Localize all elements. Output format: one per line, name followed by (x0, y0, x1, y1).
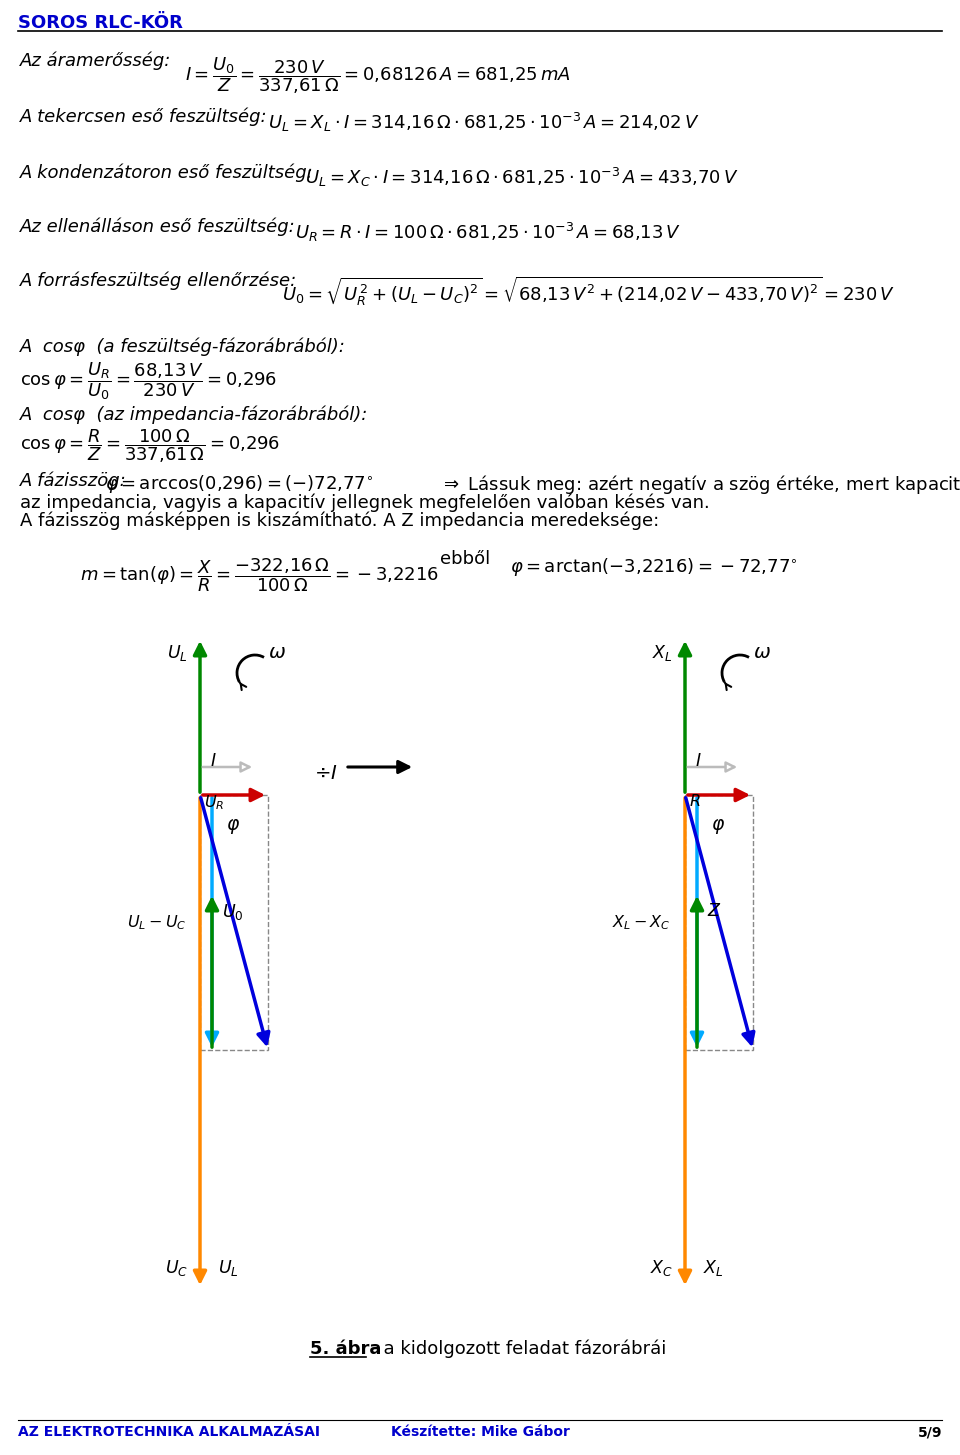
Text: $X_L$: $X_L$ (703, 1259, 724, 1277)
Text: $X_L-X_C$: $X_L-X_C$ (612, 914, 671, 931)
Text: A fázisszög másképpen is kiszámítható. A Z impedancia meredeksége:: A fázisszög másképpen is kiszámítható. A… (20, 512, 660, 531)
Text: $I=\dfrac{U_0}{Z}=\dfrac{230\,V}{337{,}61\,\Omega}=0{,}68126\,A=681{,}25\,mA$: $I=\dfrac{U_0}{Z}=\dfrac{230\,V}{337{,}6… (185, 55, 571, 96)
Text: $\cos\varphi=\dfrac{R}{Z}=\dfrac{100\,\Omega}{337{,}61\,\Omega}=0{,}296$: $\cos\varphi=\dfrac{R}{Z}=\dfrac{100\,\O… (20, 426, 280, 464)
Bar (685, 794, 753, 1051)
Text: $\varphi=\arctan(-3{,}2216)=-72{,}77^{\circ}$: $\varphi=\arctan(-3{,}2216)=-72{,}77^{\c… (510, 556, 798, 578)
Text: Az áramerősség:: Az áramerősség: (20, 52, 178, 70)
Text: $m=\tan(\varphi)=\dfrac{X}{R}=\dfrac{-322{,}16\,\Omega}{100\,\Omega}=-3{,}2216$: $m=\tan(\varphi)=\dfrac{X}{R}=\dfrac{-32… (80, 556, 439, 594)
Text: A  cosφ  (az impedancia-fázorábrából):: A cosφ (az impedancia-fázorábrából): (20, 404, 374, 423)
Text: a kidolgozott feladat fázorábrái: a kidolgozott feladat fázorábrái (372, 1340, 666, 1359)
Text: AZ ELEKTROTECHNIKA ALKALMAZÁSAI: AZ ELEKTROTECHNIKA ALKALMAZÁSAI (18, 1424, 320, 1439)
Text: $U_L=X_L \cdot I=314{,}16\,\Omega\cdot681{,}25\cdot10^{-3}\,A=214{,}02\,V$: $U_L=X_L \cdot I=314{,}16\,\Omega\cdot68… (268, 111, 700, 134)
Text: $I$: $I$ (210, 752, 217, 770)
Text: SOROS RLC-KÖR: SOROS RLC-KÖR (18, 15, 182, 32)
Text: $\omega$: $\omega$ (753, 643, 771, 662)
Text: $U_L$: $U_L$ (218, 1259, 239, 1277)
Text: A fázisszög:: A fázisszög: (20, 471, 132, 490)
Text: 5. ábra: 5. ábra (310, 1340, 381, 1358)
Text: az impedancia, vagyis a kapacitív jellegnek megfelelően valóban késés van.: az impedancia, vagyis a kapacitív jelleg… (20, 495, 709, 512)
Text: A kondenzátoron eső feszültség:: A kondenzátoron eső feszültség: (20, 163, 320, 182)
Text: A forrásfeszültség ellenőrzése:: A forrásfeszültség ellenőrzése: (20, 272, 315, 291)
Text: $\varphi=\arccos(0{,}296)=(-)72{,}77^{\circ}$: $\varphi=\arccos(0{,}296)=(-)72{,}77^{\c… (105, 473, 373, 495)
Text: $U_0=\sqrt{U_R^{\,2}+(U_L-U_C)^2}=\sqrt{68{,}13\,V^2+(214{,}02\,V-433{,}70\,V)^2: $U_0=\sqrt{U_R^{\,2}+(U_L-U_C)^2}=\sqrt{… (282, 275, 895, 308)
Text: $U_R=R\cdot I=100\,\Omega\cdot681{,}25\cdot10^{-3}\,A=68{,}13\,V$: $U_R=R\cdot I=100\,\Omega\cdot681{,}25\c… (295, 221, 681, 244)
Text: $U_L$: $U_L$ (167, 643, 188, 663)
Text: $\Rightarrow$ Lássuk meg: azért negatív a szög értéke, mert kapacitív: $\Rightarrow$ Lássuk meg: azért negatív … (440, 473, 960, 496)
Text: $U_C$: $U_C$ (165, 1259, 188, 1277)
Text: Az ellenálláson eső feszültség:: Az ellenálláson eső feszültség: (20, 218, 301, 237)
Text: $U_0$: $U_0$ (222, 902, 244, 922)
Text: $U_L=X_C \cdot I=314{,}16\,\Omega\cdot681{,}25\cdot10^{-3}\,A=433{,}70\,V$: $U_L=X_C \cdot I=314{,}16\,\Omega\cdot68… (305, 166, 738, 189)
Text: $Z$: $Z$ (707, 902, 722, 920)
Text: A  cosφ  (a feszültség-fázorábrából):: A cosφ (a feszültség-fázorábrából): (20, 338, 351, 356)
Text: A tekercsen eső feszültség:: A tekercsen eső feszültség: (20, 108, 274, 127)
Text: $U_R$: $U_R$ (204, 793, 225, 812)
Text: $X_C$: $X_C$ (650, 1259, 673, 1277)
Text: ebből: ebből (440, 550, 491, 567)
Text: Készítette: Mike Gábor: Készítette: Mike Gábor (391, 1424, 569, 1439)
Text: 5/9: 5/9 (918, 1424, 942, 1439)
Text: $I$: $I$ (695, 752, 702, 770)
Text: $\cos\varphi=\dfrac{U_R}{U_0}=\dfrac{68{,}13\,V}{230\,V}=0{,}296$: $\cos\varphi=\dfrac{U_R}{U_0}=\dfrac{68{… (20, 359, 277, 402)
Text: $\varphi$: $\varphi$ (711, 818, 725, 837)
Text: $U_L-U_C$: $U_L-U_C$ (127, 914, 186, 931)
Text: $X_L$: $X_L$ (652, 643, 673, 663)
Text: $\div I$: $\div I$ (315, 764, 338, 783)
Text: $R$: $R$ (689, 793, 701, 809)
Text: $\omega$: $\omega$ (268, 643, 286, 662)
Bar (200, 794, 268, 1051)
Text: $\varphi$: $\varphi$ (226, 818, 240, 837)
